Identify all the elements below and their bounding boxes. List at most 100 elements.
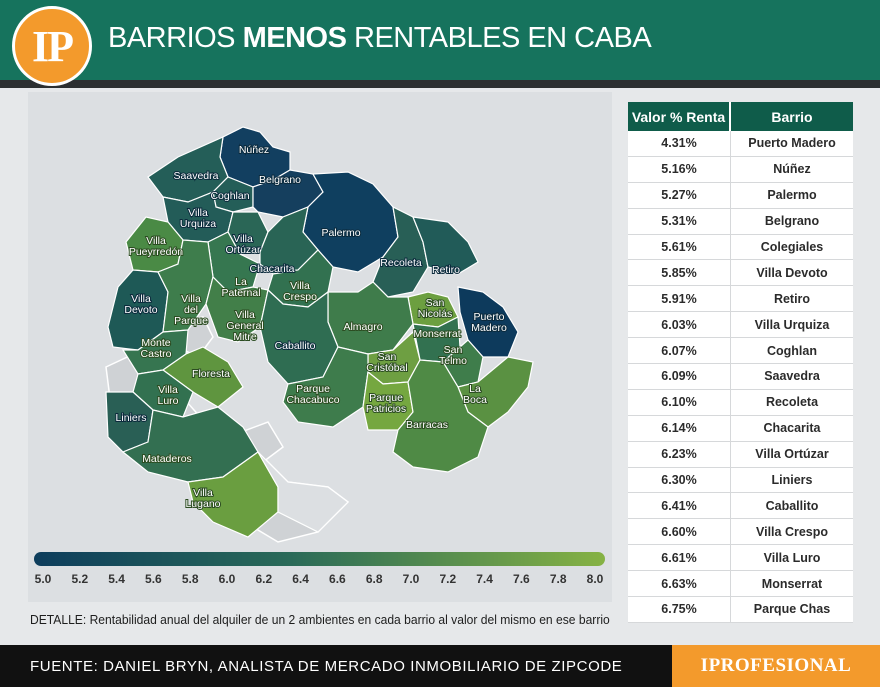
cell-barrio: Retiro (773, 291, 811, 306)
scale-tick-label: 5.2 (71, 572, 88, 586)
cell-valor: 5.91% (628, 286, 731, 312)
map-label: Villa Urquiza (180, 207, 216, 230)
cell-barrio: Parque Chas (753, 602, 831, 617)
scale-tick-label: 5.6 (145, 572, 162, 586)
map-label-line: Barracas (406, 419, 448, 431)
map-label: San Telmo (439, 344, 467, 367)
cell-barrio: Villa Crespo (755, 524, 829, 539)
table-row: 6.09% Saavedra (628, 364, 853, 390)
table-row: 6.23% Villa Ortúzar (628, 441, 853, 468)
header-shadow (0, 80, 880, 88)
cell-valor: 5.31% (628, 208, 731, 234)
map-label: Liniers (116, 412, 147, 424)
map-label: La Boca (463, 383, 487, 406)
scale-tick-label: 6.2 (255, 572, 272, 586)
map-label: San Nicolás (418, 297, 452, 320)
scale-tick-label: 5.4 (108, 572, 125, 586)
cell-valor: 6.60% (628, 519, 731, 545)
table-row: 6.63% Monserrat (628, 571, 853, 598)
cell-barrio: Núñez (773, 162, 811, 177)
table-row: 6.30% Liniers (628, 467, 853, 494)
map-label: Núñez (239, 144, 269, 156)
map-label-line: Cristóbal (366, 362, 407, 374)
map-label-line: Chacabuco (286, 394, 339, 406)
map-label: Coghlan (210, 190, 249, 202)
map-label-line: Caballito (275, 340, 316, 352)
map-label-line: Villa (131, 293, 151, 305)
map-label: Caballito (275, 340, 316, 352)
map-label-line: San (426, 297, 445, 309)
map-label: Villa General Mitre (226, 309, 263, 343)
map-label: Recoleta (380, 257, 422, 269)
cell-barrio: Liniers (771, 473, 813, 488)
map-label-line: Saavedra (174, 170, 219, 182)
cell-barrio: Puerto Madero (748, 136, 836, 151)
map-label-line: Urquiza (180, 218, 216, 230)
brand-box: IPROFESIONAL (672, 645, 880, 687)
map-label: La Paternal (221, 276, 260, 299)
map-label: Villa Ortúzar (225, 233, 261, 256)
cell-valor: 4.31% (628, 131, 731, 156)
cell-valor: 6.14% (628, 415, 731, 441)
brand-logo: IPROFESIONAL (700, 655, 852, 676)
map-label: Villa Devoto (124, 293, 157, 316)
map-label-line: Coghlan (210, 190, 249, 202)
cell-valor: 6.41% (628, 493, 731, 519)
map-label-line: Villa (188, 207, 208, 219)
table-row: 5.16% Núñez (628, 156, 853, 183)
map-label-line: Telmo (439, 355, 467, 367)
table-row: 6.75% Parque Chas (628, 597, 853, 623)
cell-barrio: Villa Devoto (756, 265, 828, 280)
source-text: FUENTE: DANIEL BRYN, ANALISTA DE MERCADO… (30, 658, 623, 675)
detail-text: Rentabilidad anual del alquiler de un 2 … (86, 612, 610, 627)
map-label-line: Paternal (221, 287, 260, 299)
map-label-line: Floresta (192, 368, 230, 380)
district-retiro (412, 216, 479, 275)
logo-text: IP (32, 21, 74, 71)
district-floresta (161, 346, 244, 408)
map-label: Parque Chacabuco (286, 383, 339, 406)
district-barracas (392, 359, 489, 473)
col-header-barrio: Barrio (731, 102, 853, 131)
cell-valor: 5.85% (628, 260, 731, 286)
map-label-line: Patricios (366, 403, 406, 415)
cell-barrio: Palermo (767, 188, 817, 203)
cell-valor: 5.16% (628, 156, 731, 182)
map-label: Villa Pueyrredón (129, 235, 183, 258)
cell-valor: 6.61% (628, 545, 731, 571)
map-label-line: Chacarita (250, 263, 295, 275)
map-label: Villa Lugano (185, 487, 220, 510)
map-label: Puerto Madero (471, 311, 507, 334)
cell-barrio: Villa Ortúzar (755, 447, 829, 462)
cell-barrio: Saavedra (764, 369, 820, 384)
cell-valor: 5.27% (628, 182, 731, 208)
cell-barrio: Recoleta (765, 395, 819, 410)
scale-tick-label: 7.2 (439, 572, 456, 586)
map-label-line: Monserrat (413, 328, 460, 340)
detail-note: DETALLE: Rentabilidad anual del alquiler… (30, 612, 610, 627)
map-label-line: Parque (296, 383, 330, 395)
scale-tick-label: 6.6 (329, 572, 346, 586)
cell-valor: 6.10% (628, 389, 731, 415)
scale-tick-label: 8.0 (587, 572, 604, 586)
table-row: 6.03% Villa Urquiza (628, 312, 853, 339)
map-label-line: Crespo (283, 291, 317, 303)
ip-logo: IP (12, 6, 92, 86)
scale-tick-label: 5.8 (182, 572, 199, 586)
scale-tick-label: 6.0 (219, 572, 236, 586)
cell-valor: 6.09% (628, 364, 731, 389)
scale-tick-label: 5.0 (35, 572, 52, 586)
cell-barrio: Coghlan (767, 343, 817, 358)
map-label-line: del (184, 304, 198, 316)
table-body: 4.31% Puerto Madero 5.16% Núñez 5.27% Palermo… (628, 131, 853, 623)
map-label-line: General (226, 320, 263, 332)
cell-valor: 5.61% (628, 234, 731, 260)
map-label-line: Villa (158, 384, 178, 396)
scale-ticks: 5.0 5.2 5.4 5.6 5.8 6.0 6.2 6.4 6.6 6.8 7.0 7.2 7.4 7… (35, 572, 604, 586)
cell-valor: 6.07% (628, 338, 731, 364)
map-label: Barracas (406, 419, 448, 431)
cell-barrio: Belgrano (764, 214, 820, 229)
table-row: 6.07% Coghlan (628, 338, 853, 365)
map-label-line: Villa (146, 235, 166, 247)
